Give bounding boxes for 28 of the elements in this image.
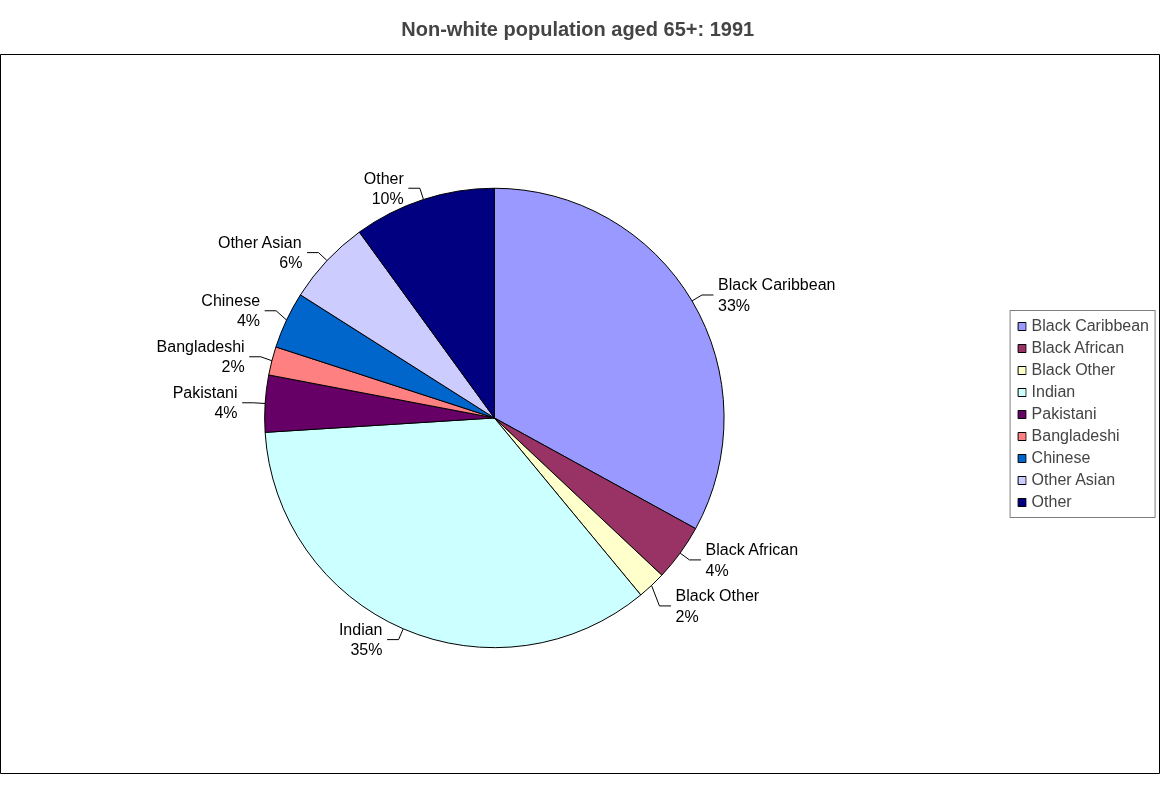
slice-label: Indian bbox=[338, 620, 383, 638]
legend-label: Pakistani bbox=[1031, 405, 1097, 423]
data-label: 2% bbox=[675, 607, 699, 625]
slice-label: Chinese bbox=[201, 292, 261, 310]
data-label: 2% bbox=[221, 358, 245, 376]
legend-label: Other bbox=[1031, 493, 1072, 511]
data-label: 10% bbox=[371, 189, 404, 207]
legend-label: Black Other bbox=[1031, 361, 1116, 379]
slice-label: Black Other bbox=[675, 587, 760, 605]
slice-label: Other Asian bbox=[217, 233, 302, 251]
data-label: 4% bbox=[214, 404, 238, 422]
legend-label: Black African bbox=[1031, 339, 1125, 357]
slice-label: Pakistani bbox=[172, 384, 238, 402]
data-label: 4% bbox=[705, 561, 729, 579]
slice-label: Black African bbox=[705, 541, 799, 559]
slice-label: Bangladeshi bbox=[156, 338, 245, 356]
legend-label: Other Asian bbox=[1031, 471, 1116, 489]
chart-title: Non-white population aged 65+: 1991 bbox=[401, 17, 755, 40]
data-label: 4% bbox=[236, 312, 261, 330]
legend-label: Indian bbox=[1031, 383, 1076, 401]
legend-label: Bangladeshi bbox=[1031, 427, 1120, 445]
slice-label: Other bbox=[363, 169, 405, 187]
legend-label: Black Caribbean bbox=[1031, 317, 1149, 335]
slice-label: Black Caribbean bbox=[718, 276, 836, 294]
data-label: 33% bbox=[718, 296, 751, 314]
legend-label: Chinese bbox=[1031, 449, 1091, 467]
data-label: 35% bbox=[350, 641, 383, 659]
data-label: 6% bbox=[279, 254, 303, 272]
